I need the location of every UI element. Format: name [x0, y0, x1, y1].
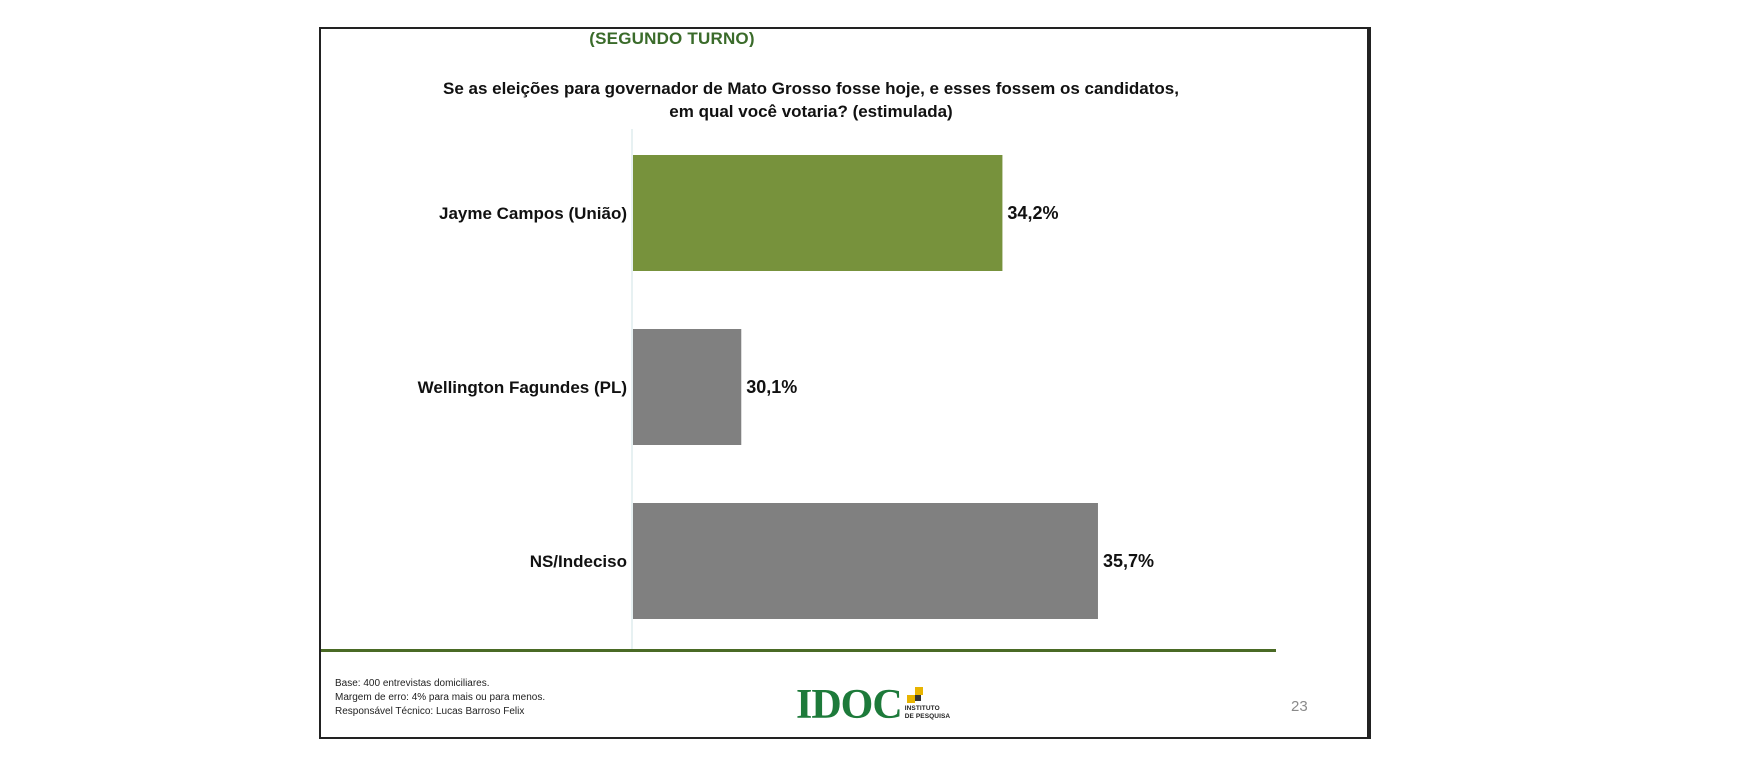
value-label-1: 34,2%	[1007, 203, 1058, 223]
category-label-1: Jayme Campos (União)	[439, 204, 627, 223]
footnote-responsible: Responsável Técnico: Lucas Barroso Felix	[335, 706, 525, 717]
bar-1	[633, 155, 1003, 271]
logo-badge: INSTITUTO DE PESQUISA	[905, 687, 950, 723]
chart-question: Se as eleições para governador de Mato G…	[442, 79, 1179, 121]
logo-wordmark: IDOC	[796, 682, 903, 728]
footnote-margin: Margem de erro: 4% para mais ou para men…	[335, 692, 546, 703]
footnote-base: Base: 400 entrevistas domiciliares.	[335, 678, 490, 689]
category-label-3: NS/Indeciso	[530, 552, 627, 571]
bar-3	[633, 503, 1098, 619]
logo-subtitle: INSTITUTO DE PESQUISA	[904, 705, 951, 720]
bar-2	[633, 329, 742, 445]
idoc-logo: IDOC INSTITUTO DE PESQUISA	[796, 682, 950, 728]
section-title: (SEGUNDO TURNO)	[589, 29, 755, 47]
slide: (SEGUNDO TURNO) Se as eleições para gove…	[319, 27, 1371, 739]
value-label-2: 30,1%	[746, 377, 797, 397]
bar-chart: Jayme Campos (União) 34,2% Wellington Fagu…	[418, 129, 1154, 649]
footnotes: Base: 400 entrevistas domiciliares. Marg…	[335, 677, 545, 719]
category-label-2: Wellington Fagundes (PL)	[418, 378, 627, 397]
page-number: 23	[1291, 698, 1308, 715]
logo-squares-icon	[906, 687, 927, 703]
value-label-3: 35,7%	[1103, 551, 1154, 571]
footer-rule	[321, 649, 1276, 652]
